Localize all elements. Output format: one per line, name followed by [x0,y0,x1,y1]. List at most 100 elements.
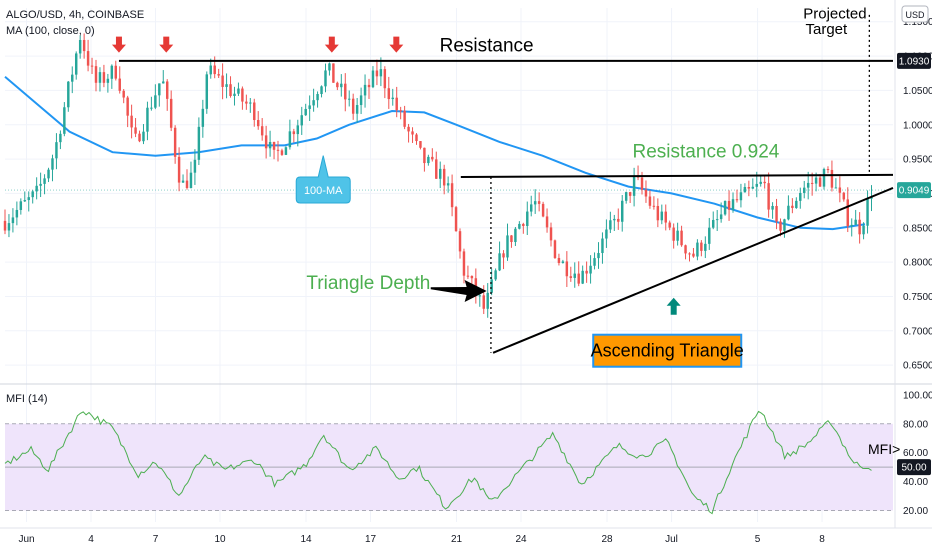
candle-body [806,182,810,188]
candle-body [308,105,311,109]
time-tick-label: 17 [365,534,377,545]
candle-body [518,223,521,229]
triangle-depth-arrow [430,279,487,302]
candle-body [664,211,667,223]
candle-body [818,177,822,187]
candle-body [158,83,161,96]
candle-body [74,53,78,75]
candle-body [126,97,129,116]
candle-body [565,261,569,277]
mfi-badge-label: 50.00 [901,463,926,474]
mfi-panel: MFI> [4,410,900,515]
candle-body [312,100,315,106]
candle-body [344,83,347,100]
candle-body [787,205,790,220]
candle-body [241,88,244,102]
candle-body [605,229,608,239]
candle-body [767,183,770,210]
candle-body [530,204,533,212]
candle-body [181,180,185,183]
candle-body [791,205,794,208]
candle-body [225,84,228,87]
candle-body [292,131,296,135]
candle-body [90,65,94,67]
candle-body [146,107,149,132]
candle-body [684,245,687,254]
candle-body [688,253,691,255]
candle-body [735,199,739,201]
candle-body [514,228,517,243]
red-down-arrow [324,36,339,53]
candle-body [454,207,458,232]
candle-body [648,196,652,206]
candle-body [545,216,549,228]
candle-body [573,273,576,278]
candle-body [621,200,624,222]
trendline-layer [118,14,894,354]
candle-body [197,126,201,160]
candle-body [138,133,141,142]
candle-body [814,177,818,184]
candle-body [98,72,102,83]
candle-body [106,78,110,83]
ascending-triangle-box [592,333,743,368]
candle-body [114,65,118,79]
candle-body [142,131,145,142]
candle-body [549,227,553,241]
candle-body [276,149,280,151]
ascending-support [492,187,894,354]
candle-body [775,205,778,222]
candle-body [229,84,232,96]
price-badge-label: 1.0930 [899,56,930,67]
candle-body [162,81,165,84]
candle-body [264,135,268,149]
candle-body [288,131,292,148]
candle-body [751,186,755,189]
price-tick-label: 1.0000 [903,120,932,131]
candle-body [51,158,54,170]
candle-body [332,63,335,83]
teal-up-arrow [666,297,681,315]
candle-body [102,72,106,83]
candle-body [593,258,596,266]
candle-body [526,211,529,227]
candle-body [193,159,197,173]
candle-body [221,75,224,87]
candle-body [260,126,264,136]
candle-body [541,203,545,217]
red-down-arrow [159,36,174,53]
candle-body [23,200,27,202]
candle-body [597,253,600,259]
candle-body [700,242,703,251]
candle-body [846,199,849,227]
candle-body [296,125,300,135]
candle-body [189,172,193,188]
candle-body [411,131,414,135]
candle-body [27,197,30,201]
candle-body [347,98,351,100]
candle-body [82,39,86,52]
currency-label: USD [905,10,925,20]
candle-body [177,156,181,183]
candle-body [304,108,307,116]
candle-body [747,187,751,189]
candle-body [379,69,383,77]
candle-body [7,223,11,231]
candle-body [462,251,466,276]
candle-body [779,221,782,231]
candle-body [63,107,66,134]
candle-body [435,159,438,179]
annotation-resistance-0-924: Resistance 0.924 [633,142,780,163]
candle-body [704,243,707,251]
time-tick-label: 8 [819,534,825,545]
price-tick-label: 1.1500 [903,17,932,28]
candle-body [723,200,727,215]
candle-body [506,235,509,258]
annotation-target: Target [805,21,848,38]
candle-body [577,273,580,284]
candle-body [715,219,719,221]
candle-body [403,110,406,127]
currency-box[interactable] [901,5,929,23]
